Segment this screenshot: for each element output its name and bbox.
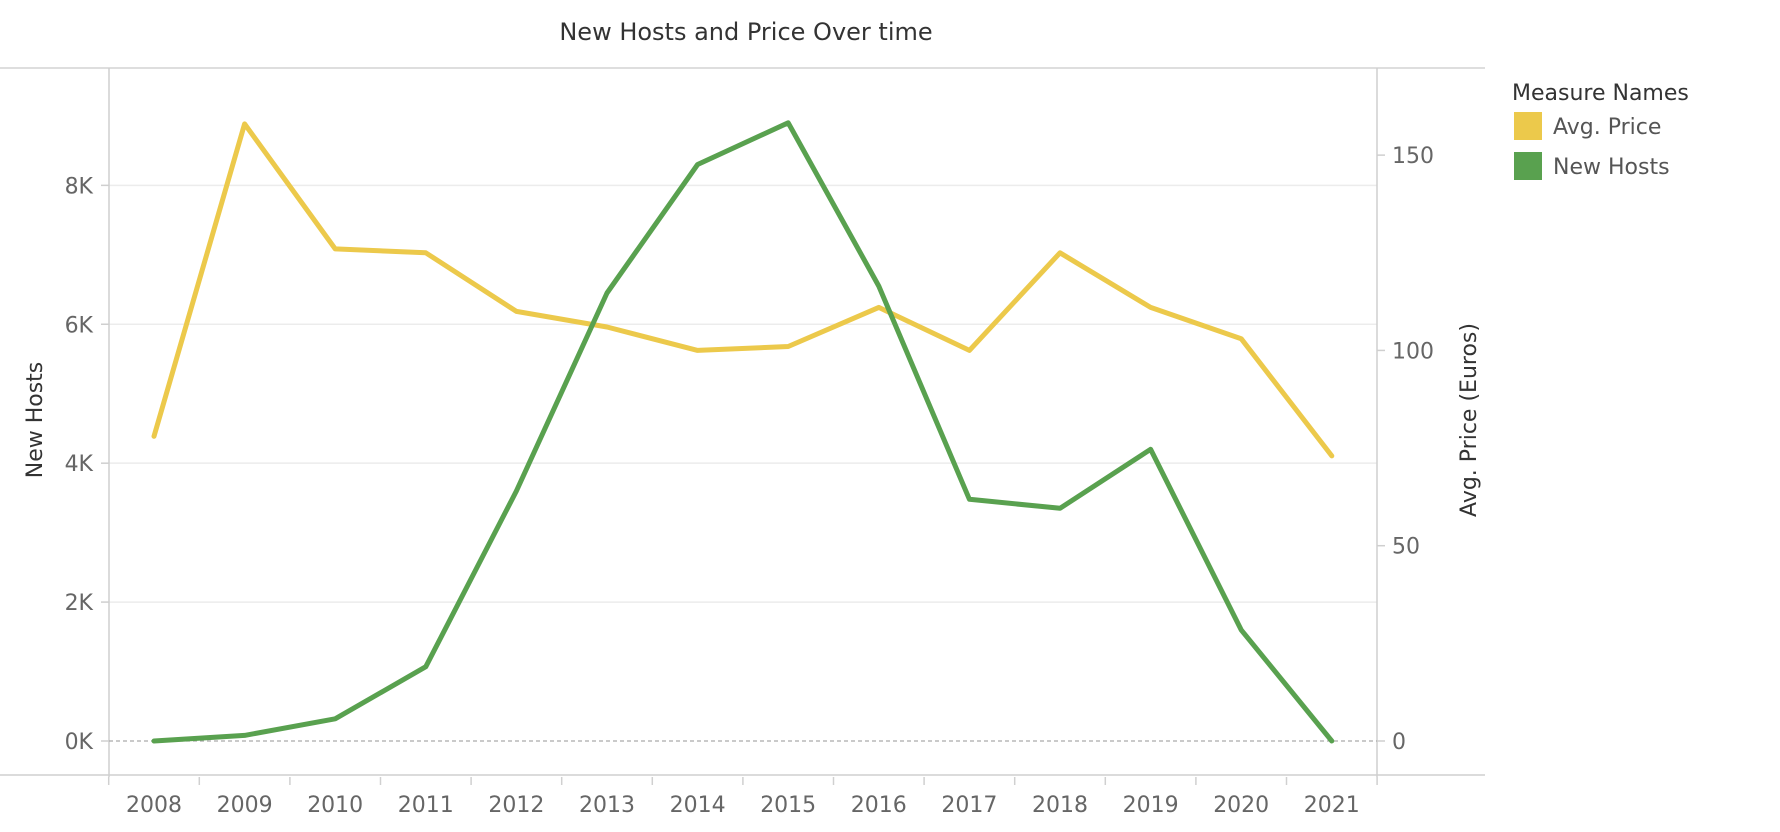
y-right-tick-label: 100: [1392, 339, 1434, 364]
x-tick-label: 2014: [670, 793, 726, 818]
legend-label-avg-price: Avg. Price: [1553, 115, 1661, 140]
x-tick-label: 2020: [1213, 793, 1269, 818]
y-left-tick-label: 6K: [65, 313, 94, 338]
y-left-tick-label: 4K: [65, 452, 94, 477]
x-tick-label: 2008: [126, 793, 182, 818]
series-line-avg-price: [151, 121, 1335, 459]
x-tick-label: 2009: [217, 793, 273, 818]
series-line-new-hosts: [151, 120, 1335, 744]
y-left-tick-label: 8K: [65, 174, 94, 199]
x-tick-label: 2018: [1032, 793, 1088, 818]
x-tick-label: 2010: [307, 793, 363, 818]
x-tick-label: 2012: [488, 793, 544, 818]
y-right-tick-label: 50: [1392, 535, 1420, 560]
series-lines: [151, 120, 1335, 744]
y-right-tick-label: 150: [1392, 144, 1434, 169]
legend-items: Avg. Price New Hosts: [1514, 112, 1670, 180]
y-axis-right-title: Avg. Price (Euros): [1457, 323, 1482, 517]
x-tick-label: 2011: [398, 793, 454, 818]
x-tick-label: 2021: [1304, 793, 1360, 818]
legend-swatch-new-hosts: [1514, 152, 1542, 180]
x-tick-label: 2017: [941, 793, 997, 818]
legend: Measure Names Avg. Price New Hosts: [1512, 81, 1689, 180]
gridlines: [109, 184, 1377, 603]
x-axis-ticks: 2008 2009 2010 2011 2012 2013 2014 2015 2016 2017…: [107, 777, 1378, 818]
y-axis-right-ticks: 0 50 100 150: [1377, 144, 1434, 755]
y-left-tick-label: 2K: [65, 591, 94, 616]
x-tick-label: 2016: [851, 793, 907, 818]
y-right-tick-label: 0: [1392, 730, 1406, 755]
x-tick-label: 2015: [760, 793, 816, 818]
y-axis-left-ticks: 0K 2K 4K 6K 8K: [65, 174, 109, 755]
x-tick-label: 2013: [579, 793, 635, 818]
legend-swatch-avg-price: [1514, 112, 1542, 140]
x-tick-label: 2019: [1123, 793, 1179, 818]
y-axis-left-title: New Hosts: [23, 362, 48, 479]
legend-label-new-hosts: New Hosts: [1553, 155, 1670, 180]
chart-title: New Hosts and Price Over time: [559, 18, 932, 46]
y-left-tick-label: 0K: [65, 730, 94, 755]
legend-title: Measure Names: [1512, 81, 1689, 106]
